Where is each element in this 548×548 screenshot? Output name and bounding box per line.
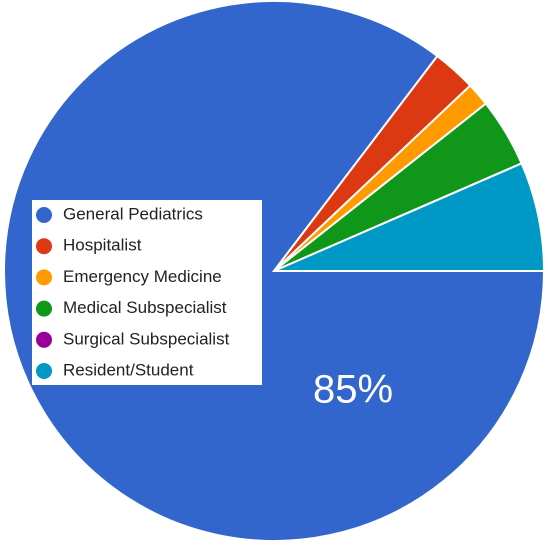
legend-marker bbox=[36, 300, 52, 317]
legend-label: Surgical Subspecialist bbox=[63, 329, 230, 348]
slice-label: 85% bbox=[313, 368, 393, 412]
legend-box bbox=[32, 200, 262, 385]
pie-slice bbox=[273, 162, 546, 272]
legend-marker bbox=[36, 269, 52, 286]
legend-marker bbox=[36, 238, 52, 255]
legend-label: Medical Subspecialist bbox=[63, 298, 227, 317]
legend-label: General Pediatrics bbox=[63, 204, 203, 223]
legend-marker bbox=[36, 331, 52, 348]
legend-label: Resident/Student bbox=[63, 360, 194, 379]
legend-marker bbox=[36, 363, 52, 379]
legend-label: Hospitalist bbox=[63, 236, 142, 255]
legend-label: Emergency Medicine bbox=[63, 267, 222, 286]
legend-marker bbox=[36, 207, 52, 223]
